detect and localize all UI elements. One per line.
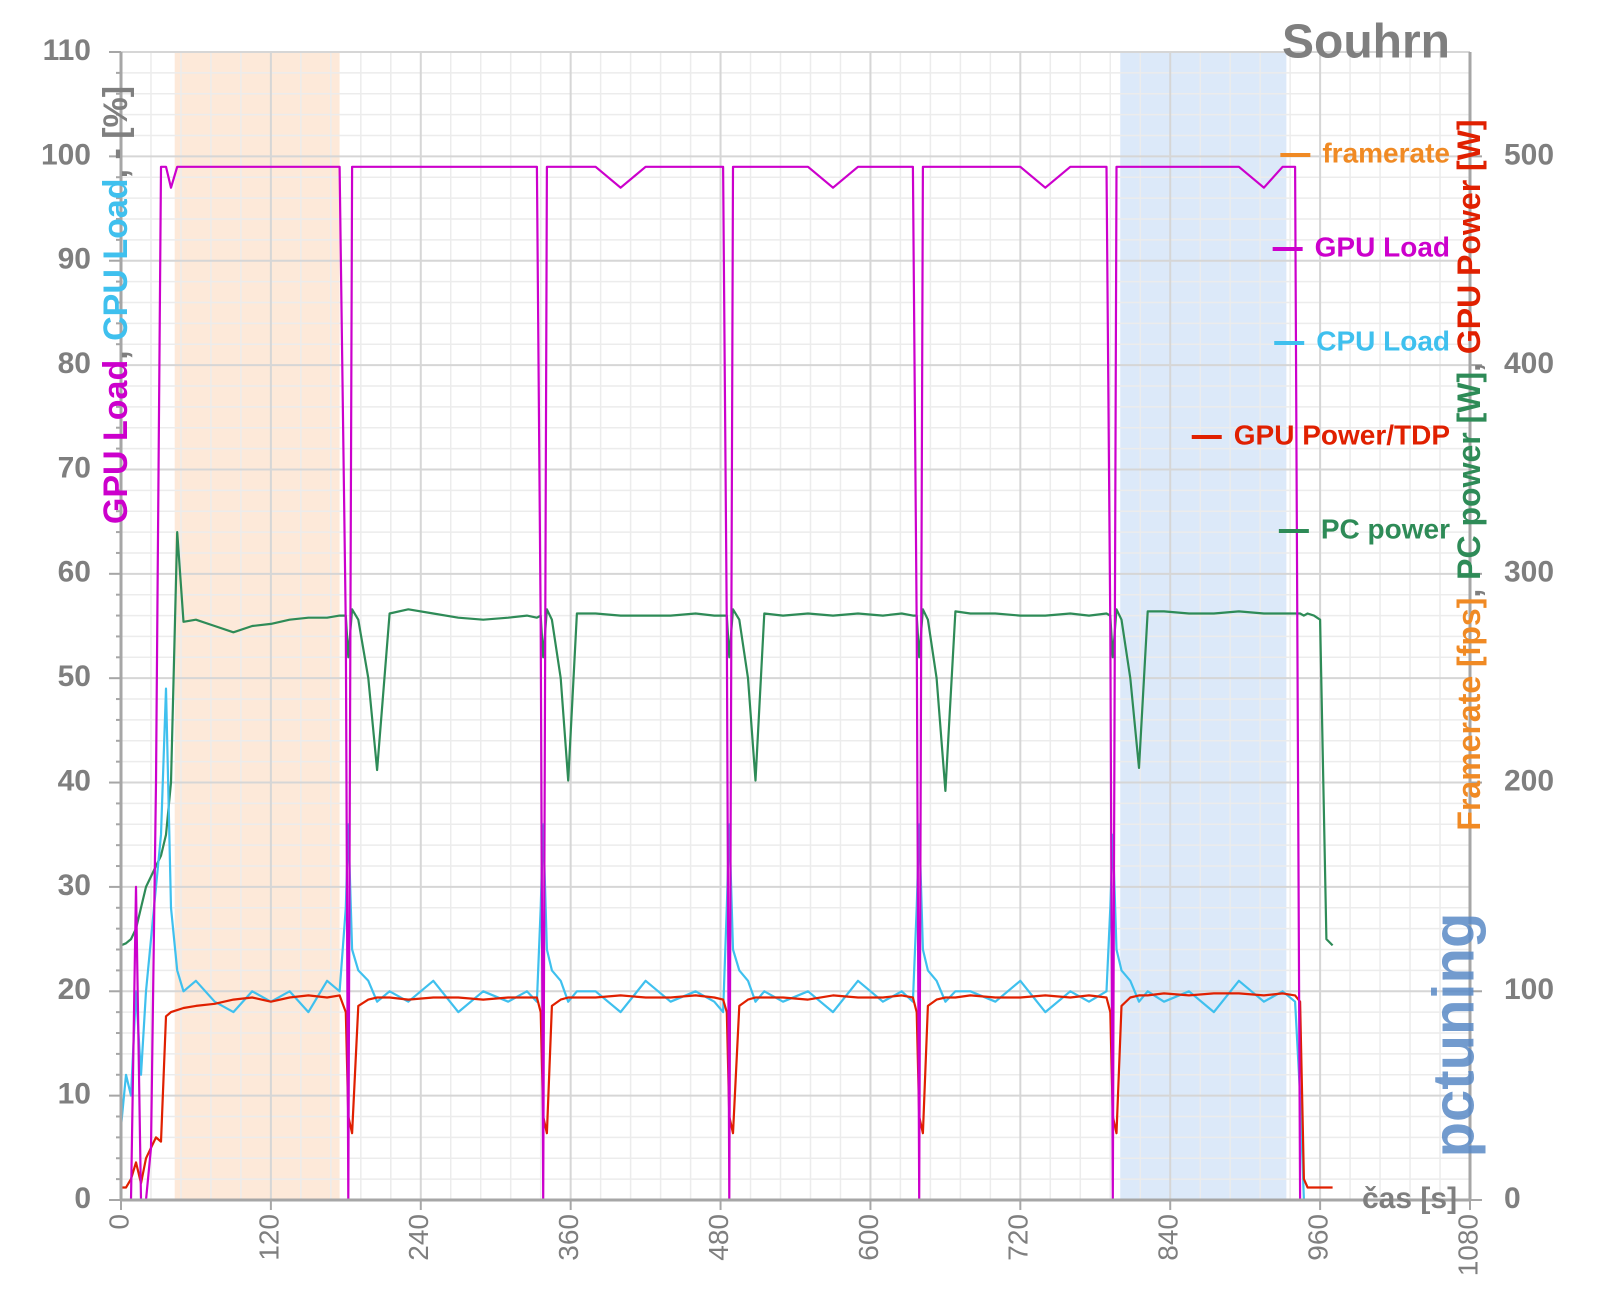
chart-title: Souhrn [1282, 16, 1450, 69]
x-tick-label: 840 [1153, 1214, 1184, 1261]
axis-title-part: Framerate [fps] [1451, 598, 1487, 831]
y-tick-label: 40 [58, 764, 91, 797]
legend-label: CPU Load [1316, 325, 1450, 356]
y-tick-label: 20 [58, 973, 91, 1006]
highlight-band [1120, 52, 1287, 1200]
legend-label: PC power [1321, 513, 1450, 544]
legend-label: GPU Power/TDP [1234, 419, 1450, 450]
x-tick-label: 240 [403, 1214, 434, 1261]
watermark: pctuning [1421, 913, 1486, 1158]
legend-label: GPU Load [1315, 231, 1450, 262]
plot-background [174, 52, 1287, 1200]
axis-title-part: , - [%] [97, 86, 135, 179]
y-tick-label: 80 [58, 347, 91, 380]
y-tick-label: 0 [74, 1182, 91, 1215]
x-tick-label: 720 [1003, 1214, 1034, 1261]
x-tick-label: 480 [703, 1214, 734, 1261]
y-tick-label: 30 [58, 869, 91, 902]
axis-title-part: CPU Load [97, 178, 135, 340]
y2-tick-label: 0 [1504, 1182, 1521, 1215]
axis-title-part: , [1451, 354, 1487, 372]
series-line [121, 992, 1333, 1189]
y-tick-label: 90 [58, 243, 91, 276]
y-tick-label: 70 [58, 451, 91, 484]
axis-title-part: , [97, 341, 135, 360]
x-tick-label: 600 [853, 1214, 884, 1261]
y-tick-label: 10 [58, 1078, 91, 1111]
legend-label: framerate [1322, 137, 1450, 168]
y-axis-title: GPU Load, CPU Load, - [%] [97, 86, 135, 524]
series-line [119, 687, 1333, 1202]
series-line [120, 531, 1334, 947]
x-tick-label: 1080 [1452, 1214, 1483, 1276]
y2-tick-label: 100 [1504, 973, 1554, 1006]
y-tick-label: 60 [58, 556, 91, 589]
y2-tick-label: 400 [1504, 347, 1554, 380]
axis-title-part: GPU Load [97, 360, 135, 524]
y2-tick-label: 300 [1504, 556, 1554, 589]
x-axis-title: čas [s] [1362, 1182, 1457, 1215]
legend: framerate GPU Load CPU Load GPU Power/TDP PC… [1191, 137, 1450, 544]
x-tick-label: 0 [103, 1214, 134, 1230]
axis-title-part: PC power [W] [1451, 372, 1487, 580]
x-tick-label: 360 [553, 1214, 584, 1261]
x-tick-label: 120 [253, 1214, 284, 1261]
axis-title-part: GPU Power [W] [1451, 119, 1487, 354]
y2-tick-label: 500 [1504, 138, 1554, 171]
y-tick-label: 100 [41, 138, 91, 171]
y2-axis-title: Framerate [fps], PC power [W], GPU Power… [1451, 119, 1487, 830]
axis-title-part: , [1451, 580, 1487, 598]
y-tick-label: 110 [43, 34, 91, 67]
y-tick-label: 50 [58, 660, 91, 693]
series-line [121, 165, 1333, 1202]
axes: 0 120 240 360 480 600 720 840 960 108001020304050… [41, 34, 1554, 1276]
x-tick-label: 960 [1303, 1214, 1334, 1261]
y2-tick-label: 200 [1504, 764, 1554, 797]
